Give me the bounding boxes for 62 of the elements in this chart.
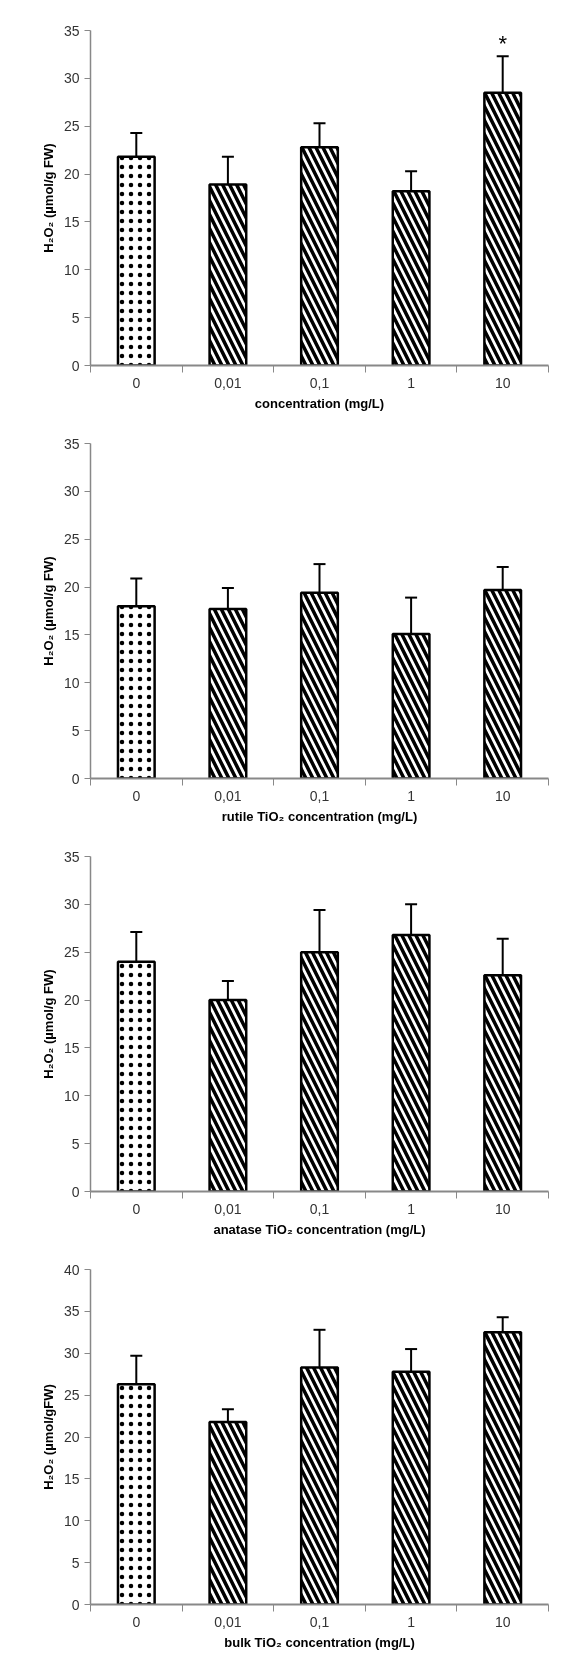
y-tick-label: 5 [71, 1135, 80, 1152]
y-tick-label: 20 [63, 1429, 80, 1445]
x-tick-label: 10 [494, 787, 511, 804]
y-tick-label: 30 [63, 896, 80, 913]
annotation: * [498, 30, 508, 56]
x-tick-label: 0 [132, 787, 141, 804]
x-tick-label: 0,1 [309, 1200, 330, 1217]
y-tick-label: 10 [63, 674, 80, 691]
y-tick-label: 0 [71, 1183, 80, 1200]
y-tick-label: 10 [63, 1087, 80, 1104]
y-tick-label: 0 [71, 1596, 80, 1613]
y-tick-label: 5 [71, 1554, 80, 1571]
x-axis-title: concentration (mg/L) [254, 395, 385, 411]
y-tick-label: 30 [63, 70, 80, 87]
y-tick-label: 35 [63, 435, 80, 452]
y-tick-label: 30 [63, 483, 80, 500]
y-tick-label: 35 [63, 22, 80, 39]
y-tick-label: 5 [71, 309, 80, 326]
x-axis-title: rutile TiO₂ concentration (mg/L) [221, 808, 418, 824]
x-tick-label: 0,1 [309, 1613, 330, 1630]
x-tick-label: 0,1 [309, 374, 330, 391]
y-tick-label: 15 [63, 626, 80, 643]
x-tick-label: 0 [132, 1613, 141, 1630]
y-tick-label: 35 [63, 848, 80, 865]
x-tick-label: 0,01 [214, 374, 242, 391]
y-tick-label: 35 [63, 1303, 80, 1320]
x-tick-label: 10 [494, 1200, 511, 1217]
y-tick-label: 25 [63, 944, 80, 961]
y-axis-title: H₂O₂ (µmol/g FW) [40, 556, 56, 666]
y-tick-label: 25 [63, 118, 80, 135]
y-tick-label: 15 [63, 1470, 80, 1487]
x-tick-label: 1 [407, 1200, 416, 1217]
x-tick-label: 0,01 [214, 1613, 242, 1630]
x-tick-label: 10 [494, 1613, 511, 1630]
y-tick-label: 5 [71, 722, 80, 739]
y-tick-label: 10 [63, 261, 80, 278]
x-axis-title: bulk TiO₂ concentration (mg/L) [224, 1634, 415, 1650]
y-tick-label: 25 [63, 531, 80, 548]
y-tick-label: 0 [71, 357, 80, 374]
y-tick-label: 20 [63, 992, 80, 1009]
y-tick-label: 40 [63, 1261, 80, 1278]
x-tick-label: 10 [494, 374, 511, 391]
y-tick-label: 10 [63, 1512, 80, 1529]
y-tick-label: 25 [63, 1387, 80, 1404]
x-tick-label: 1 [407, 374, 416, 391]
x-tick-label: 0 [132, 1200, 141, 1217]
y-tick-label: 30 [63, 1345, 80, 1362]
x-tick-label: 0 [132, 374, 141, 391]
x-tick-label: 0,01 [214, 1200, 242, 1217]
y-tick-label: 15 [63, 1039, 80, 1056]
y-tick-label: 0 [71, 770, 80, 787]
x-tick-label: 1 [407, 787, 416, 804]
y-tick-label: 15 [63, 213, 80, 230]
y-tick-label: 20 [63, 579, 80, 596]
y-tick-label: 20 [63, 166, 80, 183]
x-axis-title: anatase TiO₂ concentration (mg/L) [213, 1221, 426, 1237]
x-tick-label: 1 [407, 1613, 416, 1630]
x-tick-label: 0,1 [309, 787, 330, 804]
y-axis-title: H₂O₂ (µmol/g FW) [40, 143, 56, 253]
y-axis-title: H₂O₂ (µmol/g FW) [40, 969, 56, 1079]
y-axis-title: H₂O₂ (µmol/gFW) [40, 1384, 56, 1490]
x-tick-label: 0,01 [214, 787, 242, 804]
